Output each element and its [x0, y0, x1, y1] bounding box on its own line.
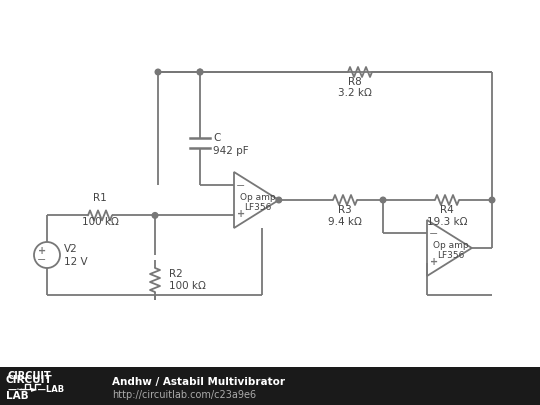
Text: R3: R3 — [338, 205, 352, 215]
Circle shape — [380, 197, 386, 203]
Circle shape — [152, 213, 158, 218]
Text: −: − — [37, 255, 46, 265]
Circle shape — [489, 197, 495, 203]
Text: 12 V: 12 V — [64, 257, 87, 267]
Text: R8: R8 — [348, 77, 362, 87]
Text: −: − — [237, 181, 246, 191]
Text: LF356: LF356 — [437, 252, 465, 260]
Text: 100 kΩ: 100 kΩ — [169, 281, 206, 291]
Circle shape — [197, 69, 203, 75]
Text: +: + — [237, 209, 245, 219]
Text: CIRCUIT: CIRCUIT — [8, 371, 52, 381]
Circle shape — [197, 69, 203, 75]
Text: Andhw / Astabil Multivibrator: Andhw / Astabil Multivibrator — [112, 377, 285, 387]
Text: 9.4 kΩ: 9.4 kΩ — [328, 217, 362, 227]
Text: +: + — [38, 246, 46, 256]
Text: 3.2 kΩ: 3.2 kΩ — [338, 88, 372, 98]
Text: +: + — [430, 257, 438, 267]
Text: http://circuitlab.com/c23a9e6: http://circuitlab.com/c23a9e6 — [112, 390, 256, 400]
Text: −: − — [429, 229, 438, 239]
Circle shape — [155, 69, 161, 75]
Text: Op amp: Op amp — [240, 192, 276, 202]
Text: 100 kΩ: 100 kΩ — [82, 217, 118, 227]
Text: C: C — [213, 133, 220, 143]
Text: CIRCUIT: CIRCUIT — [6, 375, 53, 385]
Text: 19.3 kΩ: 19.3 kΩ — [427, 217, 467, 227]
Text: LF356: LF356 — [244, 203, 272, 213]
Bar — [0, 367, 540, 405]
Text: —∼—►—LAB: —∼—►—LAB — [8, 384, 65, 394]
Circle shape — [276, 197, 281, 203]
Text: LAB: LAB — [6, 391, 29, 401]
Text: Op amp: Op amp — [433, 241, 469, 249]
Text: R1: R1 — [93, 194, 107, 203]
Text: R2: R2 — [169, 269, 183, 279]
Text: V2: V2 — [64, 244, 78, 254]
Text: 942 pF: 942 pF — [213, 146, 248, 156]
Text: R4: R4 — [440, 205, 454, 215]
